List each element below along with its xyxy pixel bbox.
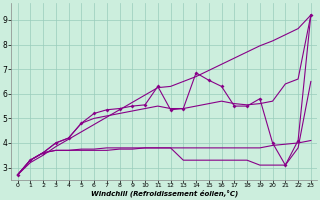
X-axis label: Windchill (Refroidissement éolien,°C): Windchill (Refroidissement éolien,°C) bbox=[91, 190, 238, 197]
